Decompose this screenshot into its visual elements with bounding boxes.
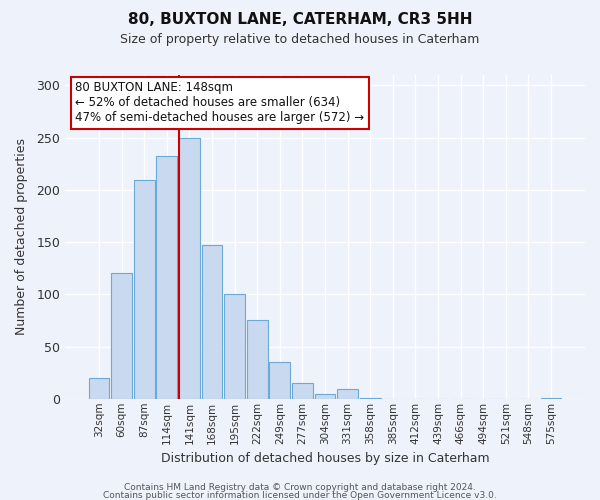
Bar (247, 320, 268, 399)
Text: Contains public sector information licensed under the Open Government Licence v3: Contains public sector information licen… (103, 490, 497, 500)
Text: 80 BUXTON LANE: 148sqm
← 52% of detached houses are smaller (634)
47% of semi-de: 80 BUXTON LANE: 148sqm ← 52% of detached… (76, 82, 365, 124)
Text: Contains HM Land Registry data © Crown copyright and database right 2024.: Contains HM Land Registry data © Crown c… (124, 483, 476, 492)
X-axis label: Distribution of detached houses by size in Caterham: Distribution of detached houses by size … (161, 452, 490, 465)
Bar (202, 245, 223, 399)
Bar (134, 180, 155, 399)
Bar (224, 294, 245, 399)
Bar (111, 274, 132, 399)
Bar (541, 398, 562, 399)
Bar (292, 383, 313, 399)
Text: Size of property relative to detached houses in Caterham: Size of property relative to detached ho… (121, 34, 479, 46)
Y-axis label: Number of detached properties: Number of detached properties (15, 138, 28, 336)
Bar (179, 138, 200, 399)
Bar (337, 390, 358, 399)
Bar (314, 394, 335, 399)
Bar (157, 156, 177, 399)
Text: 80, BUXTON LANE, CATERHAM, CR3 5HH: 80, BUXTON LANE, CATERHAM, CR3 5HH (128, 12, 472, 28)
Bar (360, 398, 380, 399)
Bar (269, 362, 290, 399)
Bar (89, 378, 109, 399)
